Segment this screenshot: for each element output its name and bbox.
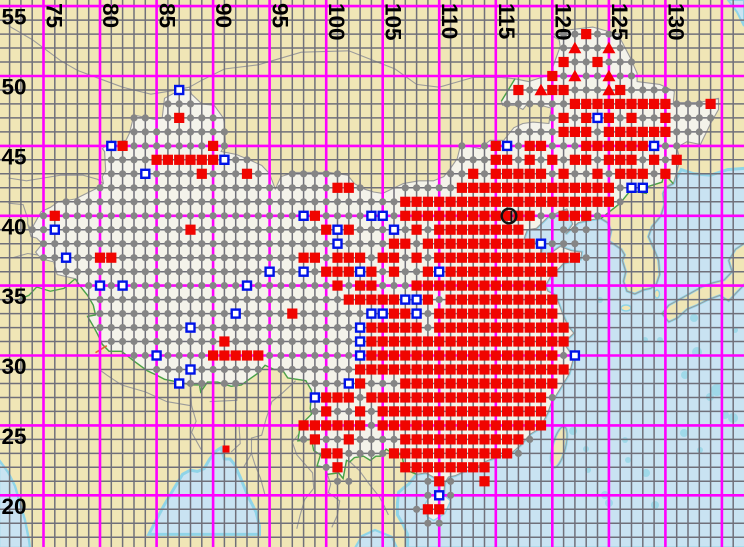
svg-text:45: 45 <box>2 144 27 169</box>
svg-text:115: 115 <box>494 3 519 39</box>
svg-text:40: 40 <box>2 214 27 239</box>
svg-text:120: 120 <box>550 3 575 41</box>
svg-text:25: 25 <box>2 424 27 449</box>
svg-text:50: 50 <box>2 75 27 100</box>
svg-text:100: 100 <box>324 3 349 41</box>
svg-text:110: 110 <box>437 3 462 39</box>
svg-text:85: 85 <box>155 3 180 28</box>
svg-text:30: 30 <box>2 354 27 379</box>
svg-text:75: 75 <box>42 3 67 28</box>
svg-text:20: 20 <box>2 494 27 519</box>
svg-text:80: 80 <box>98 3 123 28</box>
svg-text:55: 55 <box>2 5 27 30</box>
svg-text:130: 130 <box>663 3 688 41</box>
svg-text:35: 35 <box>2 284 27 309</box>
svg-text:95: 95 <box>268 3 293 28</box>
svg-text:90: 90 <box>211 3 236 28</box>
svg-text:105: 105 <box>381 3 406 41</box>
svg-text:125: 125 <box>607 3 632 41</box>
